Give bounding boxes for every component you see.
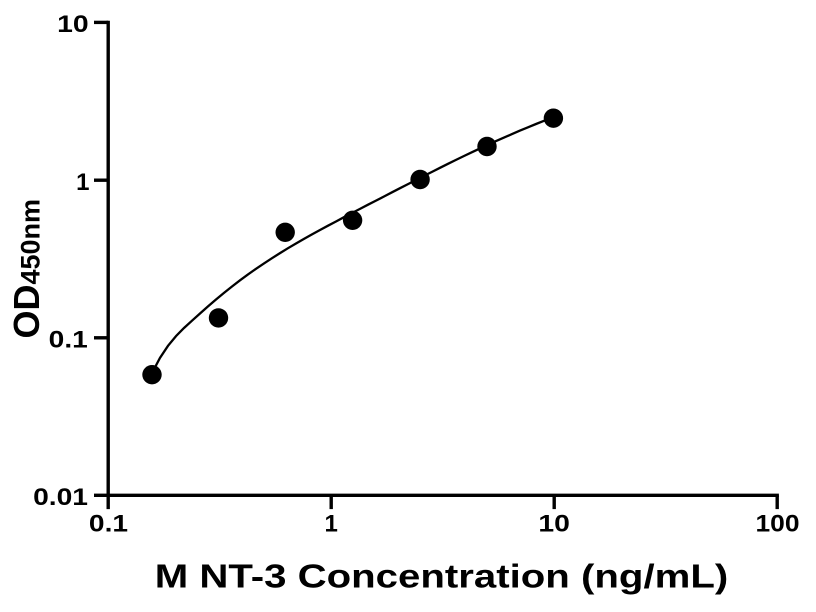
svg-text:0.1: 0.1	[89, 511, 128, 538]
svg-text:100: 100	[756, 511, 800, 538]
svg-text:0.01: 0.01	[33, 484, 88, 511]
svg-text:M NT-3 Concentration (ng/mL): M NT-3 Concentration (ng/mL)	[155, 558, 729, 595]
svg-text:10: 10	[538, 511, 570, 538]
svg-text:0.1: 0.1	[49, 327, 88, 354]
svg-text:1: 1	[76, 169, 89, 196]
svg-text:10: 10	[57, 11, 89, 38]
svg-text:1: 1	[325, 511, 338, 538]
